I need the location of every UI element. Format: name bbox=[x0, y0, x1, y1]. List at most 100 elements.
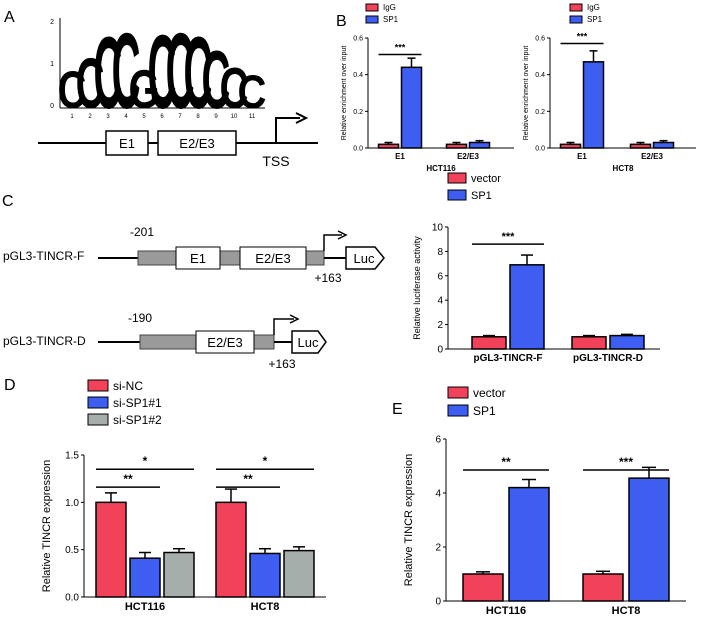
construct-f-region-e1-label: E1 bbox=[190, 251, 206, 266]
legend-label: SP1 bbox=[587, 15, 603, 24]
y-axis-label: Relative TINCR expression bbox=[41, 460, 53, 592]
construct-f: pGL3-TINCR-F -201 E1 E2/E3 Luc +163 bbox=[3, 225, 385, 285]
construct-f-start: -201 bbox=[130, 225, 154, 239]
construct-d-name: pGL3-TINCR-D bbox=[3, 334, 86, 348]
bar bbox=[468, 141, 491, 149]
logo-letter: C bbox=[184, 17, 213, 130]
construct-f-tss-arrow-icon bbox=[323, 234, 342, 251]
legend-swatch bbox=[87, 379, 109, 392]
bar bbox=[571, 336, 607, 350]
chart-chip-hct116: 0.0 0.2 0.4 0.6 Relative enrichment over inp… bbox=[341, 3, 514, 173]
logo-position-tick: 1 bbox=[70, 114, 74, 120]
legend-swatch bbox=[365, 15, 379, 24]
significance-label: *** bbox=[619, 455, 633, 469]
logo-position-tick: 7 bbox=[178, 114, 182, 120]
bar bbox=[582, 61, 605, 149]
legend-swatch bbox=[87, 396, 109, 409]
y-tick-label: 0.4 bbox=[353, 72, 363, 79]
legend-label: vector bbox=[471, 173, 501, 185]
bar bbox=[652, 141, 675, 149]
construct-f-name: pGL3-TINCR-F bbox=[3, 249, 84, 263]
bar bbox=[283, 549, 315, 598]
bar bbox=[249, 552, 281, 598]
y-tick-label: 8 bbox=[437, 247, 443, 258]
legend-label: si-SP1#1 bbox=[113, 396, 162, 410]
category-label: E2/E3 bbox=[641, 152, 663, 161]
logo-letter: C bbox=[220, 56, 249, 121]
significance-label: ** bbox=[123, 472, 133, 486]
category-label: E1 bbox=[395, 152, 405, 161]
bar bbox=[215, 501, 247, 598]
logo-y-tick: 2 bbox=[50, 19, 54, 26]
chart-knockdown: 0.0 0.5 1.0 1.5 Relative TINCR expression HCT… bbox=[41, 379, 326, 613]
significance-label: *** bbox=[577, 32, 588, 42]
bar bbox=[508, 486, 550, 602]
logo-letter: C bbox=[238, 67, 267, 119]
y-tick-label: 2 bbox=[435, 543, 441, 554]
tss-arrow-icon bbox=[275, 117, 300, 143]
chart-chip-hct8: 0.0 0.2 0.4 0.6 Relative enrichment over inp… bbox=[523, 3, 696, 173]
logo-position-tick: 3 bbox=[106, 114, 110, 120]
y-tick-label: 0.2 bbox=[535, 109, 545, 116]
logo-letter: C bbox=[76, 44, 105, 124]
y-tick-label: 0 bbox=[435, 597, 441, 608]
bar bbox=[582, 573, 624, 602]
construct-f-region-e1 bbox=[175, 246, 221, 270]
logo-letter: G bbox=[128, 59, 159, 121]
logo-position-tick: 2 bbox=[88, 114, 92, 120]
legend-label: si-NC bbox=[113, 379, 143, 393]
construct-f-end: +163 bbox=[314, 271, 341, 285]
significance-label: * bbox=[143, 454, 148, 468]
y-tick-label: 2 bbox=[437, 320, 443, 331]
legend-label: IgG bbox=[587, 3, 600, 12]
y-tick-label: 0.4 bbox=[535, 72, 545, 79]
region-e2e3-box bbox=[157, 130, 237, 156]
legend-label: SP1 bbox=[471, 190, 492, 202]
logo-position-tick: 9 bbox=[214, 114, 218, 120]
category-label: E1 bbox=[577, 152, 587, 161]
significance-label: *** bbox=[502, 231, 516, 243]
significance-label: ** bbox=[243, 472, 253, 486]
y-axis-label: Relative enrichment over input bbox=[523, 46, 530, 141]
y-tick-label: 0.0 bbox=[353, 145, 363, 152]
construct-d-tss-arrow-icon bbox=[273, 318, 294, 335]
bar bbox=[377, 143, 400, 149]
logo-position-tick: 8 bbox=[196, 114, 200, 120]
logo-letter: C bbox=[58, 61, 87, 119]
tss-label: TSS bbox=[262, 153, 289, 169]
legend-label: IgG bbox=[383, 3, 396, 12]
y-tick-label: 0.5 bbox=[65, 545, 79, 556]
bar bbox=[509, 264, 545, 350]
construct-d-luc-box bbox=[291, 330, 327, 354]
logo-position-tick: 4 bbox=[124, 114, 128, 120]
bar bbox=[445, 143, 468, 149]
significance-label: * bbox=[263, 454, 268, 468]
panel-label-d: D bbox=[4, 377, 16, 394]
construct-d-end: +163 bbox=[268, 357, 295, 371]
bar bbox=[559, 143, 582, 149]
bar bbox=[628, 477, 670, 602]
chart-luciferase: 0 2 4 6 8 10 Relative luciferase activity pGL3-… bbox=[412, 172, 660, 364]
y-axis-label: Relative luciferase activity bbox=[412, 236, 422, 340]
x-axis-label: HCT116 bbox=[426, 164, 456, 173]
logo-position-tick: 6 bbox=[160, 114, 164, 120]
bar bbox=[629, 143, 652, 149]
panel-label-e: E bbox=[392, 401, 403, 418]
bar bbox=[163, 551, 195, 598]
panel-label-a: A bbox=[4, 9, 15, 26]
construct-d-luc-label: Luc bbox=[298, 335, 319, 350]
logo-position-tick: 10 bbox=[231, 114, 238, 120]
logo-position-tick: 5 bbox=[142, 114, 146, 120]
region-e2e3-label: E2/E3 bbox=[179, 136, 214, 151]
construct-f-region-e2e3 bbox=[239, 246, 307, 270]
y-tick-label: 0.0 bbox=[65, 593, 79, 604]
bar bbox=[471, 336, 507, 350]
bar bbox=[609, 334, 645, 350]
category-label: HCT116 bbox=[486, 605, 526, 617]
legend-swatch bbox=[447, 386, 469, 399]
bar bbox=[129, 557, 161, 598]
promoter-diagram: E1 E2/E3 TSS bbox=[38, 112, 318, 169]
y-tick-label: 1.0 bbox=[65, 498, 79, 509]
